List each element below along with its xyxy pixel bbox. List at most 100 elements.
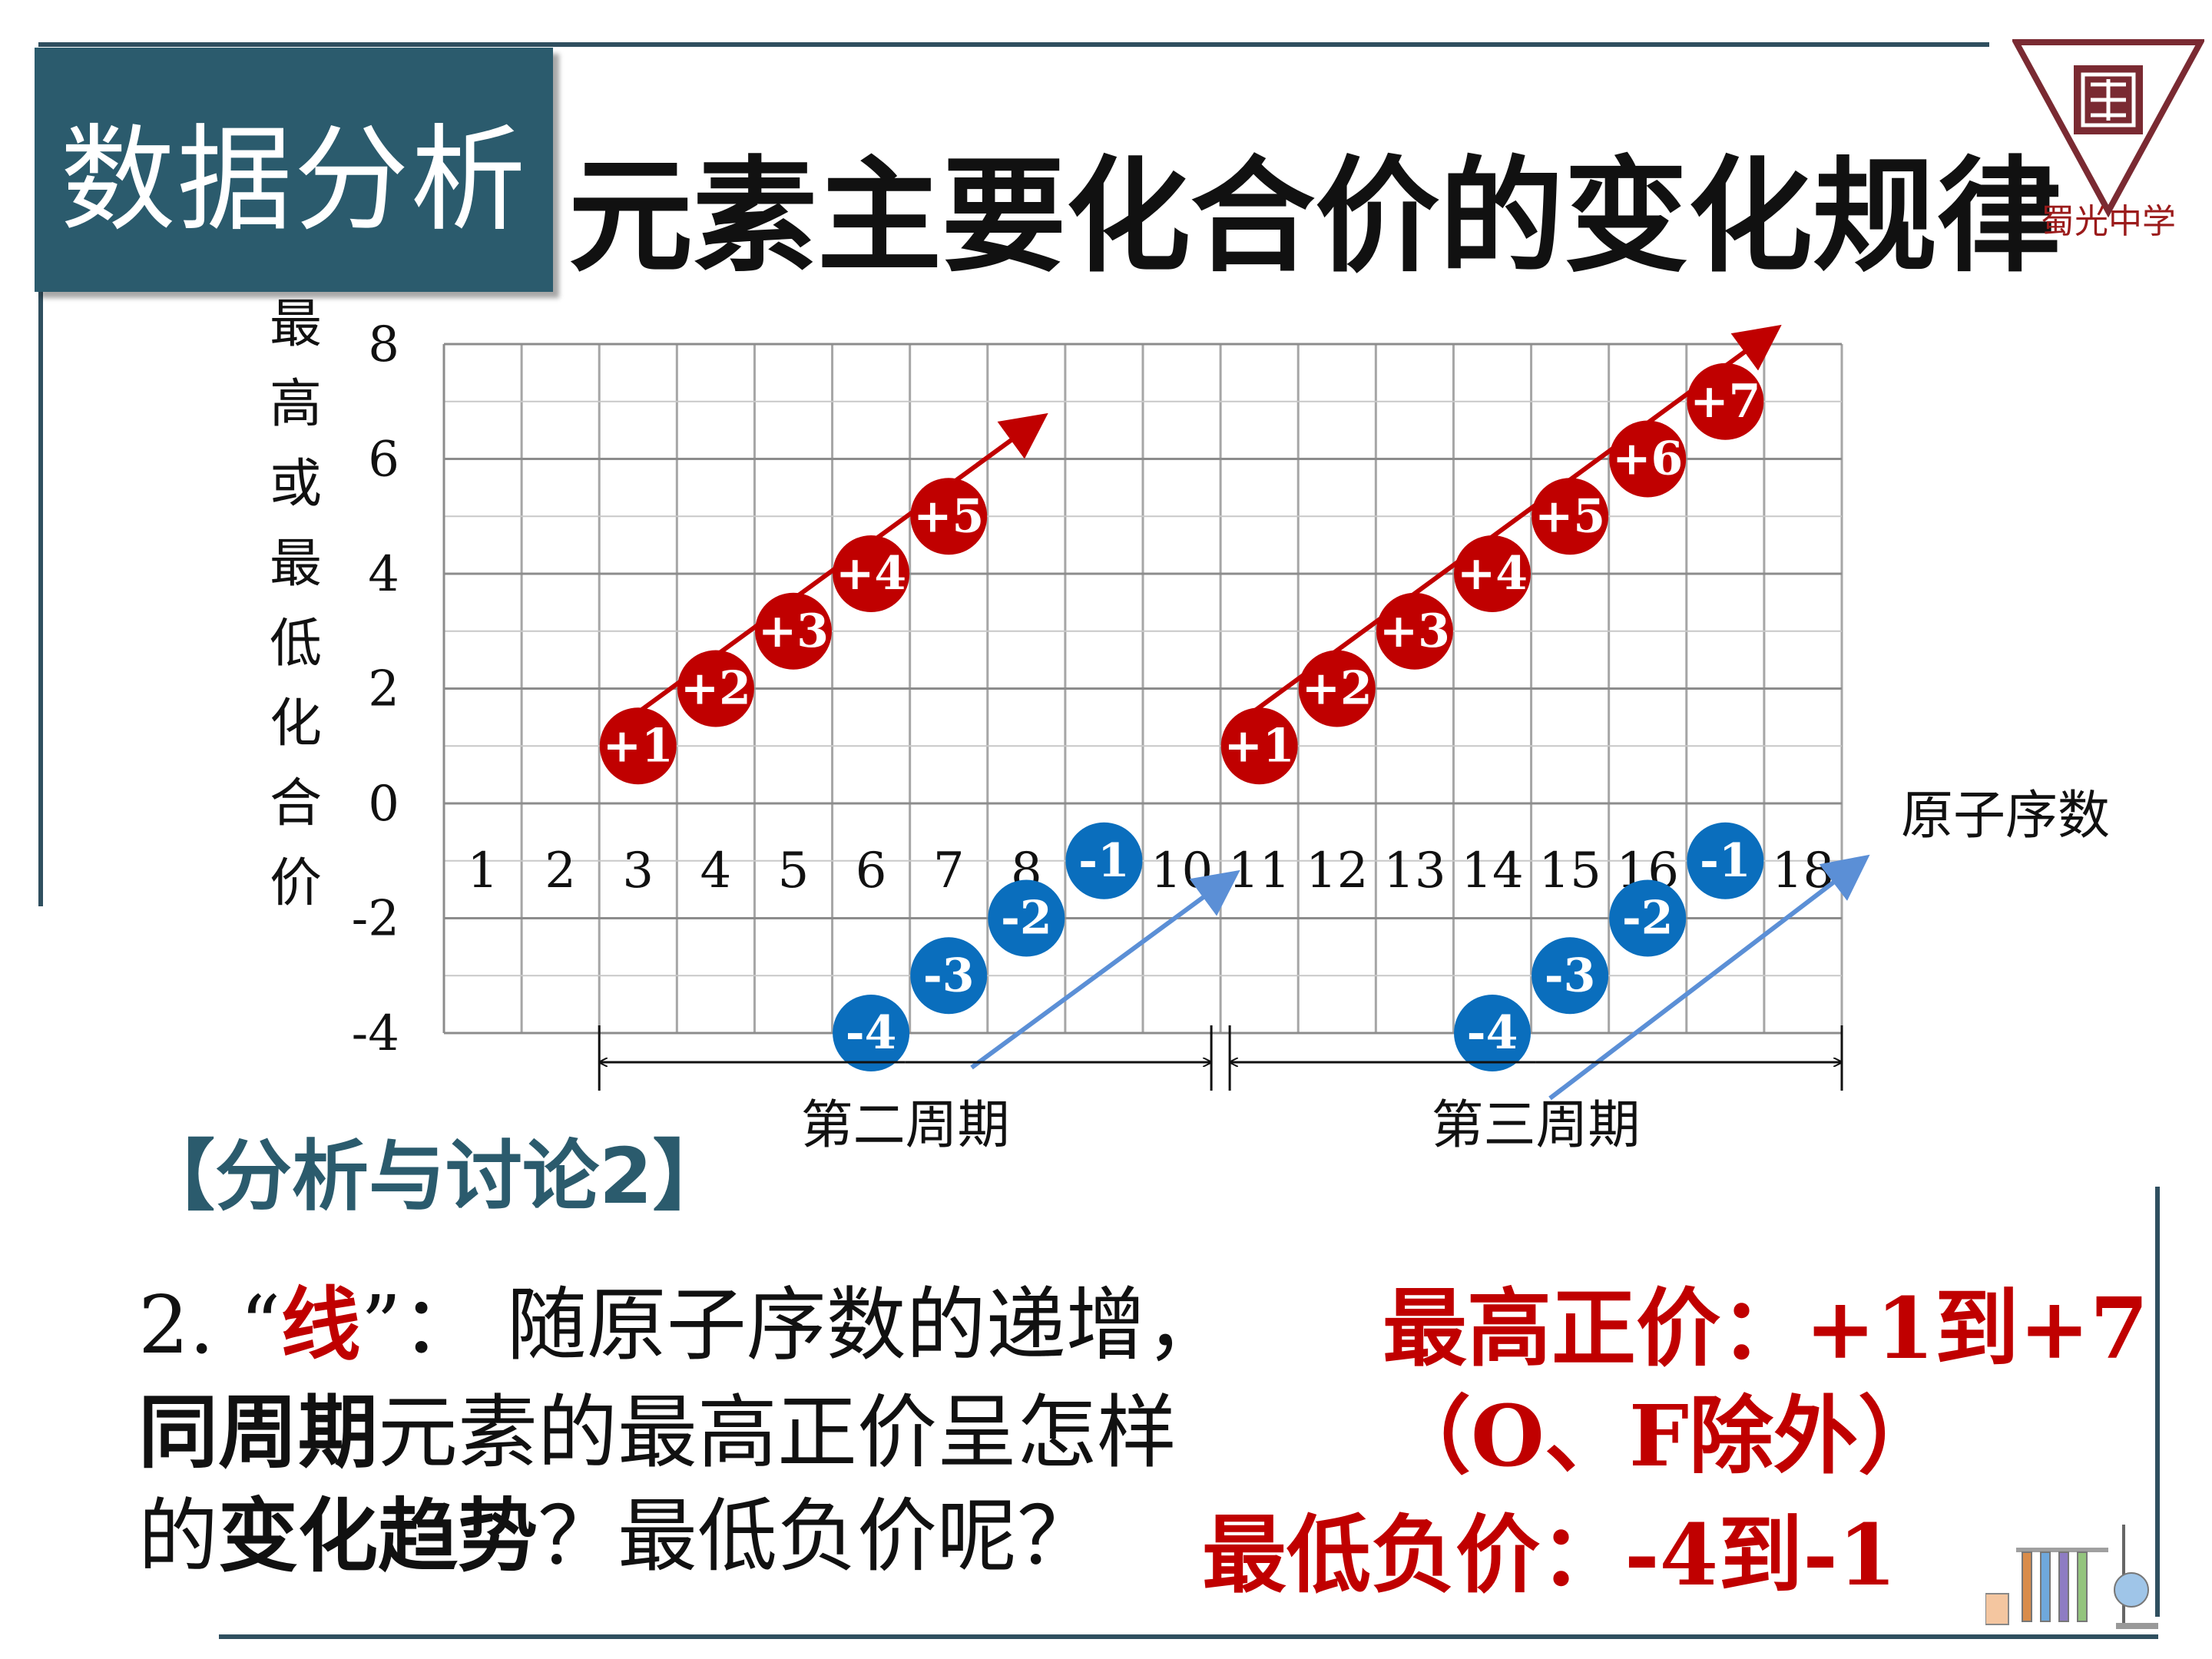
data-point-label: +7 [1690, 375, 1760, 429]
data-point-marker [988, 879, 1065, 957]
data-points: +1+2+3+4+5+1+2+3+4+5+6+7-4-3-2-1-4-3-2-1 [599, 363, 1764, 1071]
data-point-label: +1 [603, 719, 674, 773]
y-tick-label: 8 [368, 316, 399, 373]
data-point-label: +2 [680, 662, 751, 716]
data-point-label: -3 [1545, 949, 1596, 1002]
top-rule [38, 42, 1989, 47]
y-axis-label: 最高或最低化合价 [270, 294, 322, 914]
data-point: +2 [1298, 650, 1376, 727]
period-brackets: 第二周期 第三周期 [598, 1025, 1843, 1156]
x-tick-label: 15 [1538, 843, 1601, 899]
section-badge: 数据分析 [35, 48, 553, 292]
data-point-marker [1454, 535, 1531, 612]
lab-equipment-icon [1985, 1525, 2158, 1629]
data-point: -3 [910, 937, 988, 1015]
right-rule [2155, 1187, 2160, 1617]
question-line-1: 2. “线”： 随原子序数的递增， [138, 1260, 1226, 1376]
data-point-marker [1220, 707, 1298, 785]
data-point-marker [1609, 420, 1687, 498]
data-point-label: +6 [1612, 432, 1683, 486]
data-point-marker [677, 650, 754, 727]
data-point-marker [833, 535, 910, 612]
y-tick-label: 4 [368, 546, 399, 603]
period-label: 第二周期 [801, 1095, 1010, 1156]
x-tick-label: 5 [778, 843, 810, 899]
question-line-3-rest: ？最低负价呢？ [538, 1489, 1098, 1583]
data-point: -2 [1609, 879, 1687, 957]
data-point: +6 [1609, 420, 1687, 498]
data-point: +7 [1687, 363, 1764, 440]
page-title: 元素主要化合价的变化规律 [568, 145, 2061, 290]
y-tick-label: -4 [352, 1005, 399, 1062]
data-point-marker [1065, 822, 1143, 899]
x-axis-label: 原子序数 [1901, 786, 2110, 846]
x-tick-label: 13 [1383, 843, 1445, 899]
data-point: +4 [1454, 535, 1531, 612]
data-point: -1 [1687, 822, 1764, 899]
data-point: +2 [677, 650, 754, 727]
x-tick-label: 2 [545, 843, 576, 899]
y-tick-labels: 8 6 4 2 0 -2 -4 [352, 316, 399, 1062]
logo-text: 蜀光中学 [2041, 202, 2176, 241]
data-point-marker [1609, 879, 1687, 957]
data-point: +3 [755, 592, 832, 670]
y-tick-label: 2 [368, 661, 399, 718]
data-point-label: +1 [1224, 719, 1295, 773]
x-tick-label: 1 [467, 843, 498, 899]
data-point-label: +5 [913, 489, 984, 543]
data-point-marker [755, 592, 832, 670]
data-point-marker [1376, 592, 1453, 670]
question-line-3-start: 的 [138, 1489, 219, 1583]
left-rule [38, 131, 43, 906]
data-point: +4 [833, 535, 910, 612]
discussion-heading: 【分析与讨论2】 [138, 1131, 730, 1221]
answer-max-valence: 最高正价：+1到+7 [1382, 1279, 2149, 1378]
chart-grid [442, 343, 1843, 1035]
data-point-label: -1 [1700, 834, 1751, 888]
data-point-label: +2 [1302, 662, 1373, 716]
data-point: +1 [1220, 707, 1298, 785]
data-point-marker [1454, 995, 1531, 1071]
data-point: -4 [1454, 995, 1531, 1071]
x-tick-label: 14 [1461, 843, 1523, 899]
data-point-marker [1532, 937, 1609, 1015]
data-point-label: +5 [1535, 489, 1605, 543]
data-point-marker [910, 937, 988, 1015]
data-point: +5 [910, 478, 988, 555]
x-tick-label: 3 [622, 843, 654, 899]
logo-seal-strokes [2091, 79, 2126, 121]
data-point-marker [1687, 822, 1764, 899]
data-point-label: -2 [1001, 892, 1052, 945]
data-point: -4 [833, 995, 910, 1071]
data-point-label: +4 [836, 547, 906, 601]
answer-min-valence: 最低负价：-4到-1 [1202, 1505, 1897, 1604]
data-point-marker [833, 995, 910, 1071]
section-badge-label: 数据分析 [60, 113, 528, 247]
question-line-1-rest: ”： 随原子序数的递增， [360, 1278, 1226, 1372]
trend-arrow-period2-negative [970, 869, 1240, 1070]
data-point-label: +3 [1379, 604, 1450, 658]
x-tick-label: 6 [856, 843, 887, 899]
x-tick-label: 4 [700, 843, 732, 899]
question-keyword: 线 [280, 1277, 361, 1372]
data-point-marker [1298, 650, 1376, 727]
bottom-rule [219, 1634, 2158, 1639]
question-line-2-rest: 元素的最高正价呈怎样 [378, 1386, 1177, 1479]
data-point: -2 [988, 879, 1065, 957]
data-point-label: -4 [846, 1006, 897, 1060]
data-point: -1 [1065, 822, 1143, 899]
question-line-3: 的变化趋势？最低负价呢？ [138, 1471, 1097, 1587]
data-point-marker [1687, 363, 1764, 440]
data-point: -3 [1532, 937, 1609, 1015]
question-prefix: 2. “ [138, 1278, 281, 1372]
logo-seal-inner [2081, 72, 2136, 127]
data-point-marker [1532, 478, 1609, 555]
question-same-period: 同周期 [138, 1385, 379, 1479]
data-point-label: +3 [758, 604, 829, 658]
question-trend: 变化趋势 [218, 1488, 538, 1583]
answer-exception: （O、F除外） [1386, 1386, 1942, 1485]
data-point-label: +4 [1457, 547, 1528, 601]
data-point-label: -4 [1467, 1006, 1518, 1060]
y-tick-label: 6 [368, 432, 399, 488]
